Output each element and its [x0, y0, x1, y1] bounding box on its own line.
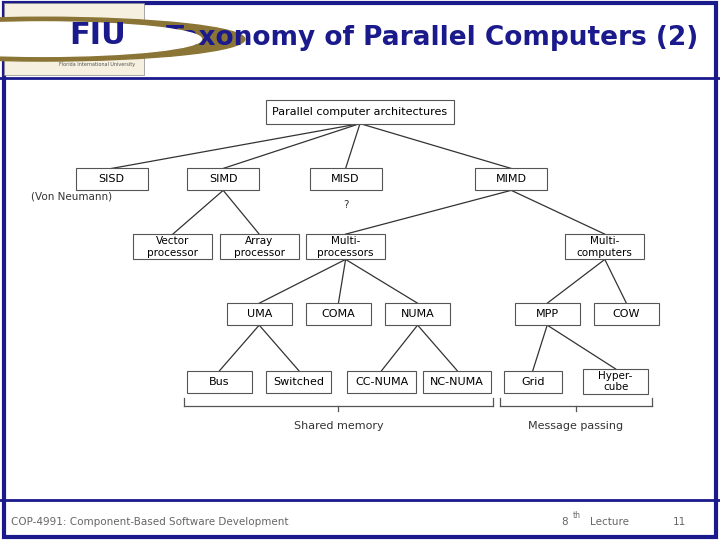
- Text: Vector
processor: Vector processor: [148, 236, 198, 258]
- Text: Shared memory: Shared memory: [294, 421, 383, 431]
- Text: CC-NUMA: CC-NUMA: [355, 376, 408, 387]
- FancyBboxPatch shape: [385, 303, 450, 325]
- Text: COMA: COMA: [322, 309, 355, 319]
- FancyBboxPatch shape: [504, 370, 562, 393]
- FancyBboxPatch shape: [310, 168, 382, 190]
- FancyBboxPatch shape: [565, 234, 644, 259]
- Text: th: th: [572, 511, 580, 520]
- Text: MPP: MPP: [536, 309, 559, 319]
- FancyBboxPatch shape: [187, 370, 252, 393]
- Text: Lecture: Lecture: [590, 517, 629, 527]
- FancyBboxPatch shape: [583, 369, 648, 394]
- Text: Bus: Bus: [210, 376, 230, 387]
- Text: COP-4991: Component-Based Software Development: COP-4991: Component-Based Software Devel…: [11, 517, 288, 527]
- Text: SIMD: SIMD: [209, 174, 238, 184]
- Text: 8: 8: [562, 517, 568, 527]
- FancyBboxPatch shape: [227, 303, 292, 325]
- Text: NC-NUMA: NC-NUMA: [431, 376, 484, 387]
- Circle shape: [0, 17, 245, 61]
- FancyBboxPatch shape: [187, 168, 259, 190]
- FancyBboxPatch shape: [306, 234, 385, 259]
- Text: Florida International University: Florida International University: [59, 62, 135, 67]
- Text: Grid: Grid: [521, 376, 544, 387]
- Text: (Von Neumann): (Von Neumann): [32, 191, 112, 201]
- FancyBboxPatch shape: [266, 370, 331, 393]
- FancyBboxPatch shape: [306, 303, 371, 325]
- FancyBboxPatch shape: [594, 303, 659, 325]
- FancyBboxPatch shape: [76, 168, 148, 190]
- Text: Multi-
computers: Multi- computers: [577, 236, 633, 258]
- Text: Taxonomy of Parallel Computers (2): Taxonomy of Parallel Computers (2): [166, 25, 698, 51]
- FancyBboxPatch shape: [266, 100, 454, 124]
- Circle shape: [0, 22, 202, 56]
- FancyBboxPatch shape: [348, 370, 416, 393]
- Text: Hyper-
cube: Hyper- cube: [598, 371, 633, 393]
- Text: 11: 11: [673, 517, 686, 527]
- Text: UMA: UMA: [246, 309, 272, 319]
- FancyBboxPatch shape: [4, 3, 144, 75]
- Text: FIU: FIU: [69, 21, 125, 50]
- Text: Parallel computer architectures: Parallel computer architectures: [272, 107, 448, 117]
- FancyBboxPatch shape: [423, 370, 491, 393]
- Text: Multi-
processors: Multi- processors: [318, 236, 374, 258]
- Text: Array
processor: Array processor: [234, 236, 284, 258]
- Text: MIMD: MIMD: [495, 174, 527, 184]
- Text: SISD: SISD: [99, 174, 125, 184]
- Text: COW: COW: [613, 309, 640, 319]
- FancyBboxPatch shape: [475, 168, 547, 190]
- Text: Switched: Switched: [274, 376, 324, 387]
- Text: MISD: MISD: [331, 174, 360, 184]
- FancyBboxPatch shape: [220, 234, 299, 259]
- FancyBboxPatch shape: [515, 303, 580, 325]
- FancyBboxPatch shape: [133, 234, 212, 259]
- Text: NUMA: NUMA: [401, 309, 434, 319]
- Text: Message passing: Message passing: [528, 421, 624, 431]
- Text: ?: ?: [343, 200, 348, 210]
